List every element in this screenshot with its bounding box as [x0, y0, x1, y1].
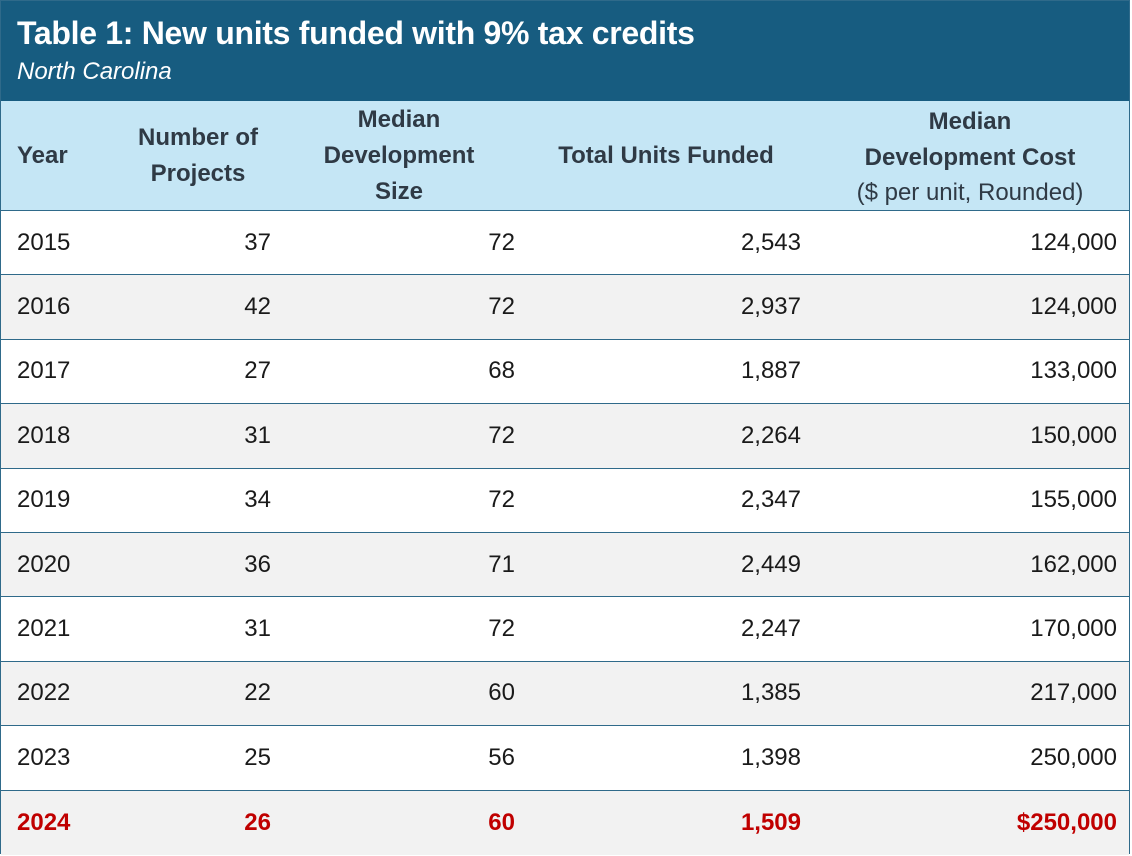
table-row: 2022 22 60 1,385 217,000 [1, 661, 1129, 727]
cell-projects: 37 [244, 228, 271, 256]
cell-size: 72 [488, 615, 515, 643]
table-row: 2017 27 68 1,887 133,000 [1, 340, 1129, 405]
cell-cost: 162,000 [1030, 550, 1117, 578]
cell-size: 72 [488, 421, 515, 449]
cell-units: 1,398 [740, 743, 801, 771]
header-year: Year [1, 101, 119, 210]
header-cost-note: ($ per unit, Rounded) [856, 178, 1084, 206]
cell-size: 60 [488, 679, 515, 707]
cell-cost: 133,000 [1030, 357, 1117, 385]
cell-units: 1,385 [740, 679, 801, 707]
cell-cost: 124,000 [1030, 228, 1117, 256]
table-subtitle: North Carolina [17, 58, 172, 85]
cell-units: 2,449 [740, 550, 801, 578]
header-cost-line: Median [928, 107, 1012, 135]
cell-year: 2018 [17, 421, 71, 449]
header-size: Median Development Size [277, 101, 521, 210]
cell-year: 2022 [17, 679, 71, 707]
cell-units: 2,347 [740, 486, 801, 514]
cell-projects: 31 [244, 615, 271, 643]
cell-cost: 170,000 [1030, 615, 1117, 643]
header-cost: Median Development Cost ($ per unit, Rou… [811, 101, 1129, 210]
cell-projects: 36 [244, 550, 271, 578]
header-units-line: Total Units Funded [558, 141, 774, 169]
header-cost-line: Development Cost [864, 143, 1076, 171]
cell-projects: 22 [244, 679, 271, 707]
table-title: Table 1: New units funded with 9% tax cr… [17, 15, 695, 51]
cell-size: 68 [488, 357, 515, 385]
header-row: Year Number of Projects Median Developme… [1, 101, 1129, 211]
cell-cost: $250,000 [1016, 808, 1117, 836]
cell-projects: 34 [244, 486, 271, 514]
cell-cost: 217,000 [1030, 679, 1117, 707]
cell-cost: 150,000 [1030, 421, 1117, 449]
header-projects-line: Projects [150, 159, 246, 187]
header-size-line: Development [323, 141, 475, 169]
cell-year: 2017 [17, 357, 71, 385]
cell-projects: 27 [244, 357, 271, 385]
cell-units: 2,247 [740, 615, 801, 643]
cell-projects: 25 [244, 743, 271, 771]
cell-size: 72 [488, 486, 515, 514]
cell-size: 72 [488, 228, 515, 256]
table-row: 2020 36 71 2,449 162,000 [1, 532, 1129, 598]
table-row: 2018 31 72 2,264 150,000 [1, 404, 1129, 469]
cell-year: 2015 [17, 228, 71, 256]
cell-year: 2024 [17, 808, 71, 836]
cell-units: 2,937 [740, 293, 801, 321]
table-row: 2015 37 72 2,543 124,000 [1, 211, 1129, 276]
cell-size: 60 [488, 808, 515, 836]
cell-year: 2019 [17, 486, 71, 514]
cell-projects: 42 [244, 293, 271, 321]
cell-size: 56 [488, 743, 515, 771]
header-projects-line: Number of [138, 123, 258, 151]
table-row: 2023 25 56 1,398 250,000 [1, 726, 1129, 791]
header-units: Total Units Funded [521, 101, 811, 210]
cell-projects: 26 [244, 808, 271, 836]
table-body: 2015 37 72 2,543 124,000 2016 42 72 2,937 124,000… [1, 211, 1129, 855]
cell-units: 2,543 [740, 228, 801, 256]
cell-projects: 31 [244, 421, 271, 449]
cell-units: 2,264 [740, 421, 801, 449]
table-row: 2016 42 72 2,937 124,000 [1, 275, 1129, 340]
cell-year: 2021 [17, 615, 71, 643]
cell-cost: 250,000 [1030, 743, 1117, 771]
title-bar: Table 1: New units funded with 9% tax cr… [1, 1, 1129, 101]
table-row: 2019 34 72 2,347 155,000 [1, 469, 1129, 533]
cell-year: 2016 [17, 293, 71, 321]
table-row: 2024 26 60 1,509 $250,000 [1, 790, 1129, 855]
cell-size: 72 [488, 293, 515, 321]
cell-year: 2020 [17, 550, 71, 578]
table-row: 2021 31 72 2,247 170,000 [1, 597, 1129, 662]
cell-size: 71 [488, 550, 515, 578]
header-size-line: Size [374, 177, 423, 205]
header-year-line: Year [17, 141, 68, 169]
cell-cost: 124,000 [1030, 293, 1117, 321]
header-projects: Number of Projects [119, 101, 277, 210]
cell-units: 1,887 [740, 357, 801, 385]
cell-units: 1,509 [740, 808, 801, 836]
header-size-line: Median [357, 105, 441, 133]
cell-cost: 155,000 [1030, 486, 1117, 514]
cell-year: 2023 [17, 743, 71, 771]
